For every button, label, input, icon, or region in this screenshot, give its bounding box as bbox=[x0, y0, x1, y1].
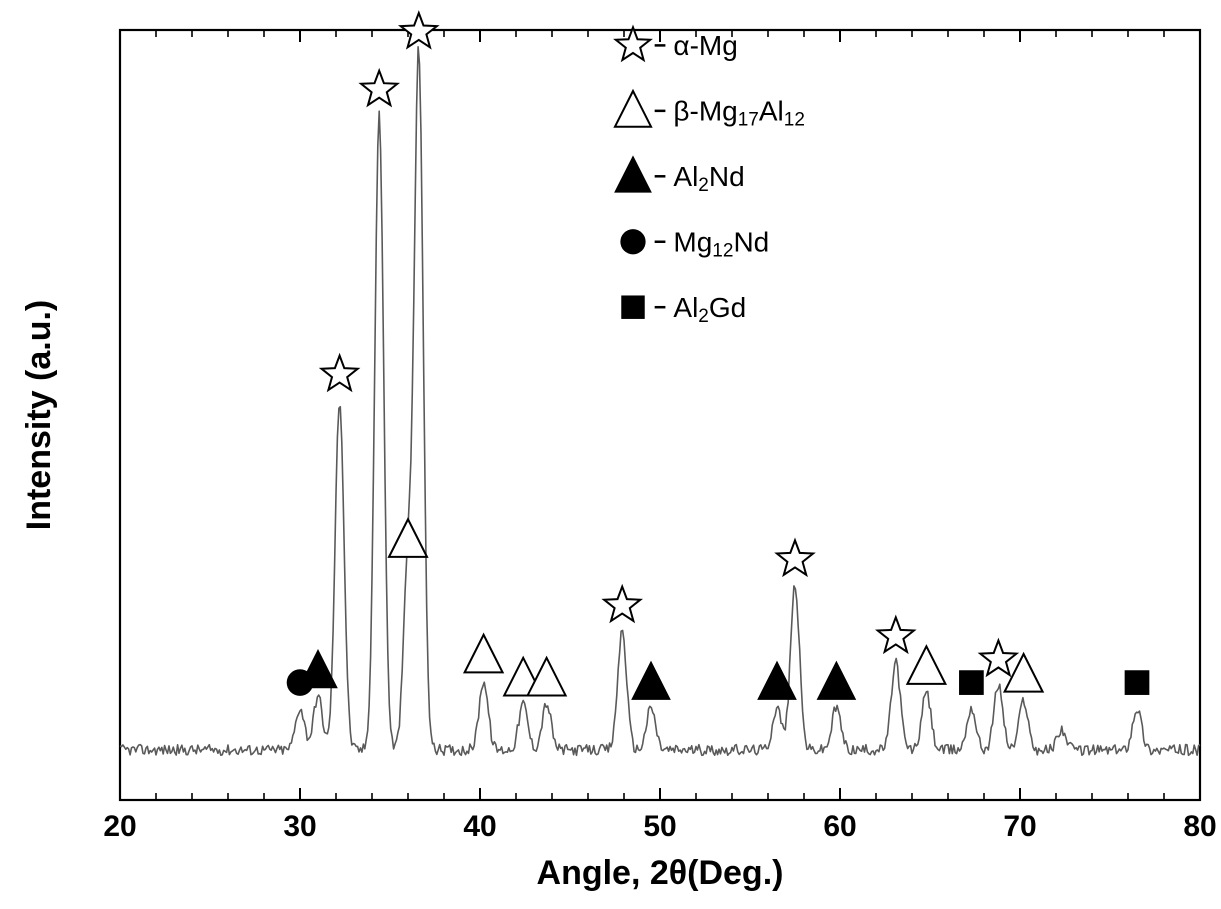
peak-marker-filled-square bbox=[959, 670, 984, 695]
x-axis-label: Angle, 2θ(Deg.) bbox=[537, 854, 784, 892]
legend-item: Al2Nd bbox=[615, 156, 745, 195]
legend-label: Al2Gd bbox=[673, 292, 746, 327]
legend-label: α-Mg bbox=[673, 30, 737, 61]
x-tick-label: 20 bbox=[103, 810, 136, 843]
x-tick-label: 60 bbox=[823, 810, 856, 843]
x-tick-label: 50 bbox=[643, 810, 676, 843]
chart-svg: 20 30 40 50 60 70 80 Angle, 2θ(Deg.) Intensity (… bbox=[0, 0, 1221, 909]
legend-label: Al2Nd bbox=[673, 161, 744, 196]
peak-marker-filled-square bbox=[1125, 670, 1150, 695]
x-tick-label: 70 bbox=[1003, 810, 1036, 843]
x-tick-label: 30 bbox=[283, 810, 316, 843]
x-tick-label: 40 bbox=[463, 810, 496, 843]
x-tick-label: 80 bbox=[1183, 810, 1216, 843]
y-axis-label: Intensity (a.u.) bbox=[20, 300, 58, 530]
xrd-chart: 20 30 40 50 60 70 80 Angle, 2θ(Deg.) Intensity (… bbox=[0, 0, 1221, 909]
